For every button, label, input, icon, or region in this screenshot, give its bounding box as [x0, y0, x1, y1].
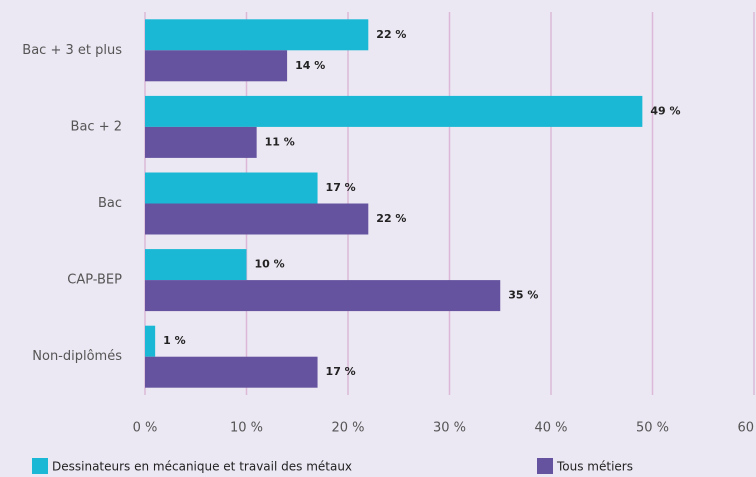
data-label: 49 % [650, 104, 680, 117]
bar [145, 95, 643, 127]
x-tick-label: 10 % [230, 421, 263, 436]
data-label: 11 % [265, 135, 295, 148]
bar [145, 356, 318, 388]
data-label: 22 % [376, 212, 406, 225]
bar [145, 172, 318, 204]
data-label: 1 % [163, 334, 186, 347]
x-tick-label: 60 % [737, 421, 756, 436]
x-tick-label: 0 % [133, 421, 158, 436]
y-tick-label: Bac + 2 [71, 119, 122, 134]
y-tick-label: CAP-BEP [67, 273, 122, 288]
data-label: 10 % [255, 258, 285, 271]
data-label: 22 % [376, 28, 406, 41]
bar [145, 249, 247, 281]
x-tick-label: 20 % [331, 421, 364, 436]
data-label: 17 % [326, 365, 356, 378]
legend-swatch [32, 458, 48, 474]
x-tick-label: 50 % [636, 421, 669, 436]
bar [145, 126, 257, 158]
y-tick-label: Non-diplômés [32, 349, 122, 364]
bar [145, 203, 369, 235]
y-tick-label: Bac + 3 et plus [22, 43, 122, 58]
legend-swatch [537, 458, 553, 474]
y-tick-label: Bac [98, 196, 122, 211]
data-label: 14 % [295, 59, 325, 72]
x-tick-label: 40 % [534, 421, 567, 436]
legend-label: Tous métiers [556, 460, 633, 474]
x-tick-label: 30 % [433, 421, 466, 436]
bar [145, 325, 156, 357]
data-label: 17 % [326, 181, 356, 194]
bar [145, 19, 369, 51]
bar [145, 50, 288, 82]
legend-label: Dessinateurs en mécanique et travail des… [52, 460, 352, 474]
data-label: 35 % [508, 289, 538, 302]
bar [145, 280, 501, 312]
